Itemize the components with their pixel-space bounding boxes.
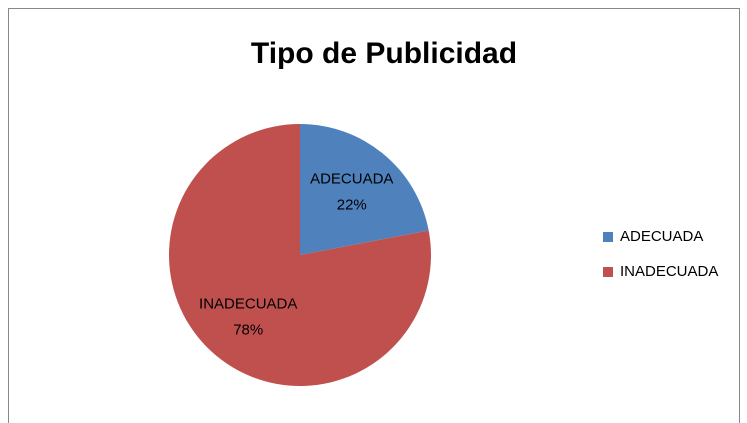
legend-swatch — [603, 232, 613, 242]
chart-title: Tipo de Publicidad — [251, 37, 517, 70]
legend-swatch — [603, 267, 613, 277]
slice-value-label: 22% — [337, 196, 367, 213]
legend-label: INADECUADA — [620, 263, 718, 280]
slice-category-label: ADECUADA — [310, 170, 393, 187]
slice-category-label: INADECUADA — [199, 296, 297, 313]
pie-slice — [300, 124, 429, 255]
slice-value-label: 78% — [233, 322, 263, 339]
pie-slice — [169, 124, 432, 387]
legend-label: ADECUADA — [620, 228, 703, 245]
